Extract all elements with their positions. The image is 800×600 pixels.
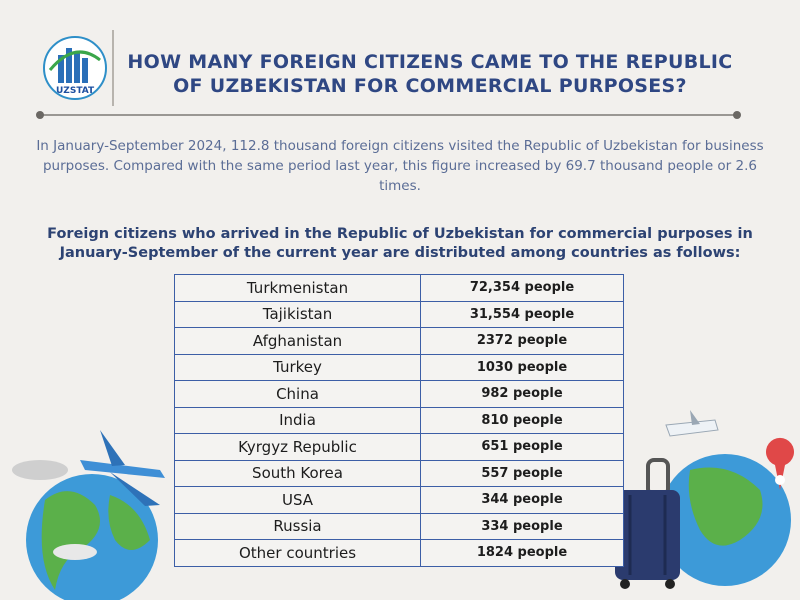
table-body: Turkmenistan 72,354 people Tajikistan 31,55… (174, 274, 624, 567)
country-cell: China (174, 380, 421, 408)
country-cell: South Korea (174, 459, 421, 487)
logo-bar (82, 58, 88, 83)
country-cell: India (174, 406, 421, 434)
country-cell: Kyrgyz Republic (174, 433, 421, 461)
suitcase (615, 490, 680, 580)
country-cell: USA (174, 486, 421, 514)
rule-dot (36, 111, 44, 119)
count-cell: 651 people (420, 433, 624, 461)
count-cell: 557 people (420, 459, 624, 487)
suitcase-handle (646, 458, 670, 497)
table-row: China 982 people (174, 380, 624, 408)
table-row: Turkey 1030 people (174, 353, 624, 381)
wheel (620, 579, 630, 589)
cloud (12, 460, 68, 480)
count-cell: 334 people (420, 512, 624, 540)
land (41, 491, 100, 590)
plane-wing (100, 430, 125, 466)
pin (766, 437, 795, 490)
table-row: South Korea 557 people (174, 459, 624, 487)
table-row: USA 344 people (174, 486, 624, 514)
land (688, 467, 763, 546)
table-row: Turkmenistan 72,354 people (174, 274, 624, 302)
logo-text: UZSTAT (56, 86, 95, 96)
count-cell: 1824 people (420, 539, 624, 567)
plane-wing (110, 472, 160, 506)
table-row: Afghanistan 2372 people (174, 327, 624, 355)
small-plane (665, 419, 719, 437)
count-cell: 2372 people (420, 327, 624, 355)
count-cell: 72,354 people (420, 274, 624, 302)
count-cell: 1030 people (420, 353, 624, 381)
table-row: Russia 334 people (174, 512, 624, 540)
logo-bar (66, 48, 72, 83)
logo-bar (58, 55, 64, 83)
country-table: Turkmenistan 72,354 people Tajikistan 31,55… (174, 274, 624, 567)
pin-dot (775, 475, 785, 485)
table-row: Tajikistan 31,554 people (174, 300, 624, 328)
logo-bar (74, 52, 80, 83)
country-cell: Turkmenistan (174, 274, 421, 302)
table-row: India 810 people (174, 406, 624, 434)
country-cell: Tajikistan (174, 300, 421, 328)
land (108, 495, 150, 550)
rule-dot (733, 111, 741, 119)
count-cell: 810 people (420, 406, 624, 434)
wheel (665, 579, 675, 589)
count-cell: 982 people (420, 380, 624, 408)
count-cell: 31,554 people (420, 300, 624, 328)
small-plane-wing (690, 410, 700, 425)
country-cell: Afghanistan (174, 327, 421, 355)
country-cell: Turkey (174, 353, 421, 381)
logo-swoosh (48, 50, 101, 71)
plane (80, 460, 165, 478)
table-row: Other countries 1824 people (174, 539, 624, 567)
country-cell: Other countries (174, 539, 421, 567)
count-cell: 344 people (420, 486, 624, 514)
intro: In January-September 2024, 112.8 thousan… (36, 138, 764, 194)
title: HOW MANY FOREIGN CITIZENS CAME TO THE RE… (127, 51, 733, 97)
cloud (53, 544, 97, 560)
table-row: Kyrgyz Republic 651 people (174, 433, 624, 461)
subtitle: Foreign citizens who arrived in the Repu… (47, 226, 753, 261)
country-cell: Russia (174, 512, 421, 540)
